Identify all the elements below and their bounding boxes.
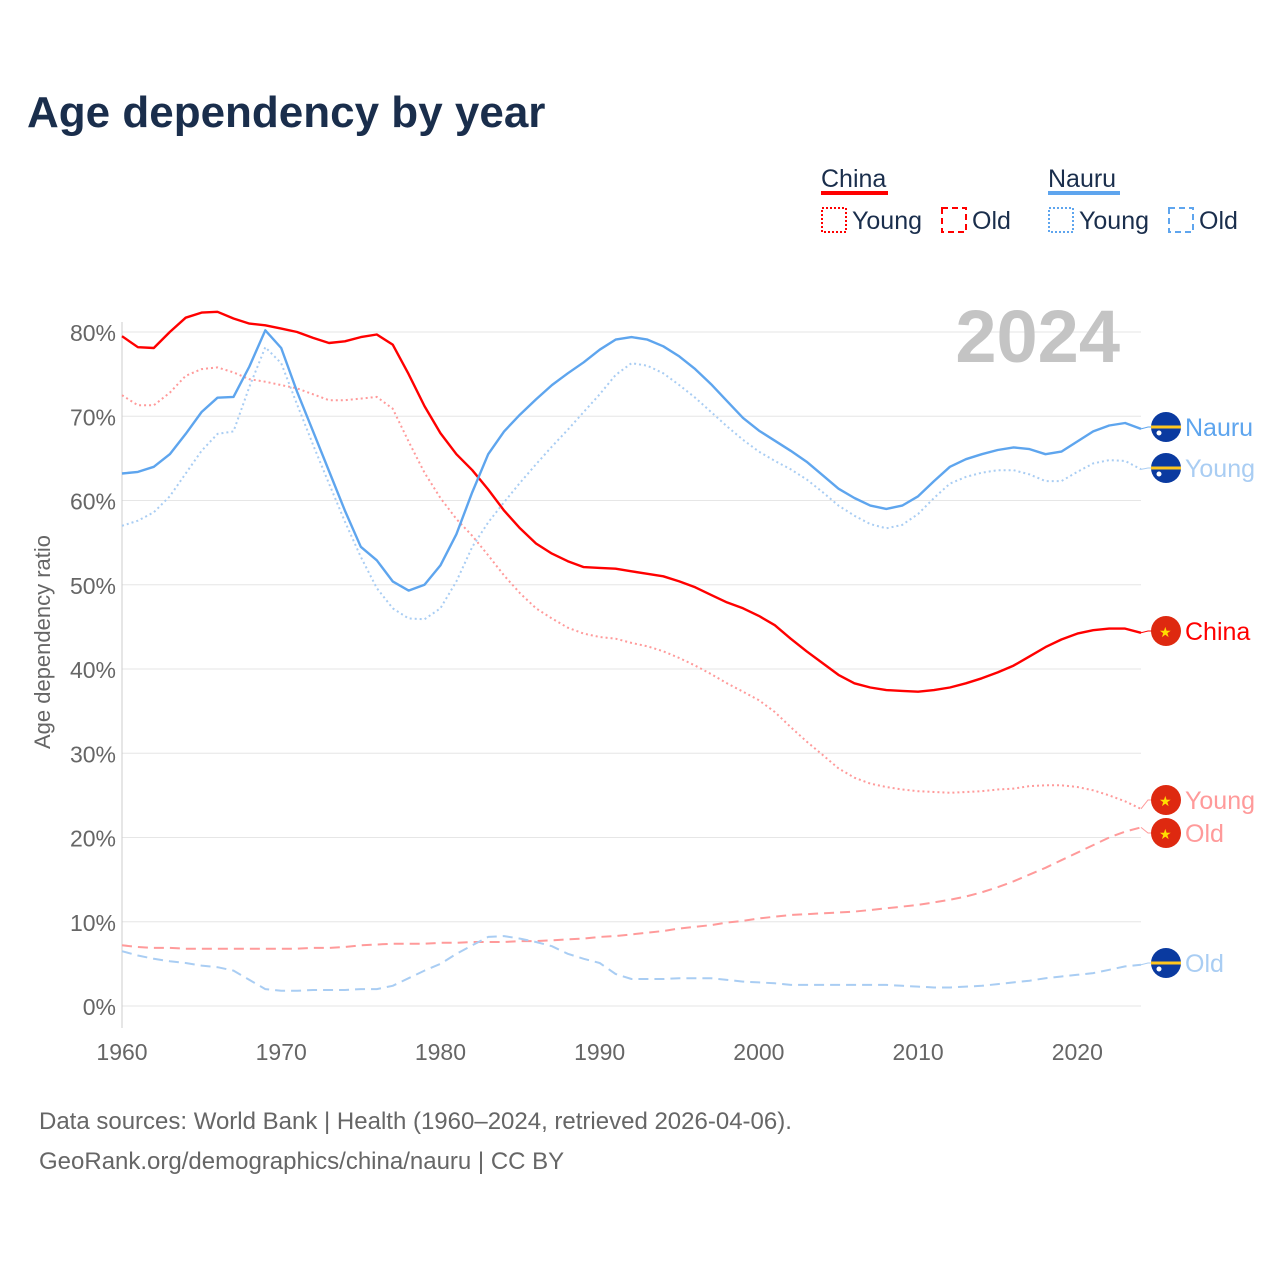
series-end-label: Young <box>1185 455 1255 483</box>
label-connector <box>1140 467 1152 470</box>
label-connector <box>1140 630 1152 634</box>
credit-link[interactable]: GeoRank.org/demographics/china/nauru | C… <box>39 1148 565 1175</box>
legend-label-old: Old <box>1199 207 1238 235</box>
star-icon: ★ <box>1159 624 1172 640</box>
legend-label-old: Old <box>972 207 1011 235</box>
x-tick-label: 1980 <box>415 1039 466 1065</box>
flag-star <box>1156 966 1162 972</box>
flag-star <box>1156 471 1162 477</box>
y-tick-label: 20% <box>70 826 116 852</box>
legend-label-young: Young <box>1079 207 1149 235</box>
legend-swatch-young <box>821 207 847 233</box>
legend-swatch-old <box>941 207 967 233</box>
label-connector <box>1140 426 1152 430</box>
x-tick-label: 1990 <box>574 1039 625 1065</box>
y-tick-label: 60% <box>70 489 116 515</box>
year-watermark: 2024 <box>955 295 1120 378</box>
y-tick-label: 0% <box>83 994 116 1020</box>
x-tick-label: 2020 <box>1052 1039 1103 1065</box>
flag-stripe <box>1151 961 1181 965</box>
china-flag-icon <box>1151 818 1181 848</box>
label-connector <box>1140 826 1152 834</box>
series-end-label: Nauru <box>1185 414 1253 442</box>
label-connector <box>1140 962 1152 966</box>
series-end-label: Old <box>1185 820 1224 848</box>
y-tick-label: 80% <box>70 320 116 346</box>
y-axis-label: Age dependency ratio <box>30 535 55 749</box>
series-line-china-old <box>121 826 1142 950</box>
legend-swatch-old <box>1168 207 1194 233</box>
y-tick-label: 70% <box>70 404 116 430</box>
legend-group-nauru: Nauru <box>1048 165 1116 193</box>
flag-star <box>1156 430 1162 436</box>
x-tick-label: 1970 <box>256 1039 307 1065</box>
x-tick-label: 1960 <box>96 1039 147 1065</box>
series-end-label: China <box>1185 618 1250 646</box>
series-line-china-young <box>121 366 1142 810</box>
label-connector <box>1140 799 1152 810</box>
series-end-label: Old <box>1185 950 1224 978</box>
legend-label-young: Young <box>852 207 922 235</box>
china-flag-icon <box>1151 785 1181 815</box>
chart-title: Age dependency by year <box>27 88 546 137</box>
series-end-label: Young <box>1185 787 1255 815</box>
y-tick-label: 10% <box>70 910 116 936</box>
y-tick-label: 30% <box>70 741 116 767</box>
series-line-nauru-young <box>121 346 1142 621</box>
x-tick-label: 2010 <box>893 1039 944 1065</box>
star-icon: ★ <box>1159 826 1172 842</box>
series-line-nauru-old <box>121 935 1142 992</box>
china-flag-icon <box>1151 616 1181 646</box>
y-tick-label: 50% <box>70 573 116 599</box>
star-icon: ★ <box>1159 793 1172 809</box>
legend-swatch-young <box>1048 207 1074 233</box>
flag-stripe <box>1151 466 1181 470</box>
flag-stripe <box>1151 425 1181 429</box>
data-source-note: Data sources: World Bank | Health (1960–… <box>39 1108 792 1135</box>
x-tick-label: 2000 <box>733 1039 784 1065</box>
series-line-china <box>121 310 1142 693</box>
legend-swatch-total <box>821 191 888 195</box>
legend-swatch-total <box>1048 191 1120 195</box>
series-line-nauru <box>121 329 1142 592</box>
legend-group-china: China <box>821 165 886 193</box>
y-tick-label: 40% <box>70 657 116 683</box>
